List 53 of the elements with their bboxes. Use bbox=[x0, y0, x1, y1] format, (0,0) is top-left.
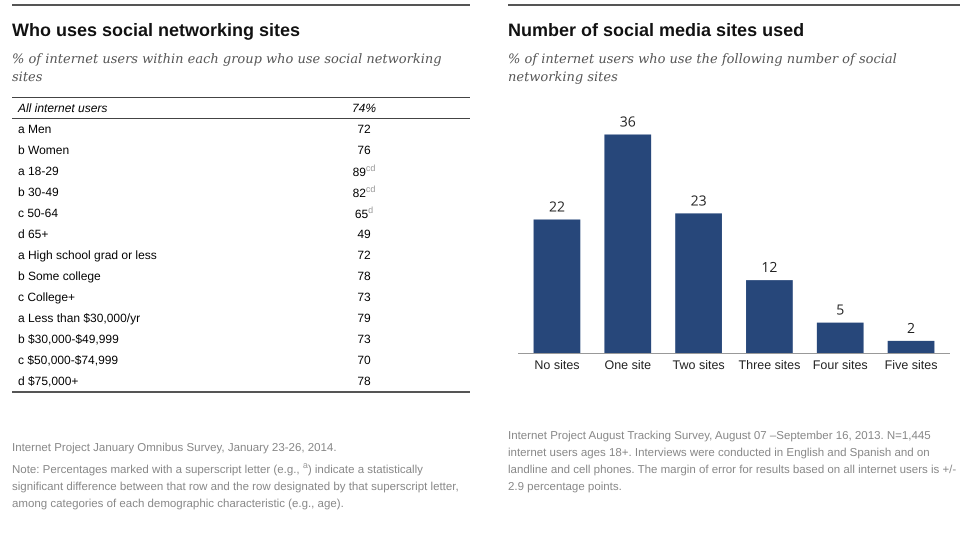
category-label: d 65+ bbox=[17, 226, 50, 243]
text: 76 bbox=[357, 143, 371, 157]
bar bbox=[816, 322, 864, 353]
category-label: All internet users bbox=[12, 98, 258, 118]
category-label: b $30,000-$49,999 bbox=[17, 331, 120, 348]
text: 79 bbox=[357, 311, 371, 325]
chart-title: Number of social media sites used bbox=[508, 20, 806, 41]
category-label: d $75,000+ bbox=[17, 372, 80, 390]
text: 78 bbox=[357, 269, 371, 283]
text: 65$^{d}$ bbox=[354, 205, 374, 221]
data-label: 12 bbox=[761, 258, 778, 278]
bar bbox=[534, 219, 580, 353]
category-label: c $50,000-$74,999 bbox=[17, 352, 120, 369]
data-label: 22 bbox=[548, 197, 565, 216]
text: 72 bbox=[357, 248, 371, 262]
category-label: b 30-49 bbox=[17, 184, 60, 201]
bar bbox=[604, 134, 652, 353]
x-tick-label: Two sites bbox=[672, 358, 725, 372]
x-tick-label: Five sites bbox=[884, 358, 938, 372]
text: 78 bbox=[357, 374, 371, 388]
data-label: 2 bbox=[907, 318, 916, 338]
text: 74% bbox=[352, 101, 376, 115]
data-label: 5 bbox=[836, 300, 844, 320]
category-label: b Some college bbox=[17, 268, 102, 285]
text: 73 bbox=[357, 332, 371, 346]
category-label: a High school grad or less bbox=[17, 247, 158, 264]
x-tick-label: One site bbox=[604, 358, 652, 372]
bar bbox=[888, 340, 934, 353]
bar bbox=[746, 280, 793, 353]
text: Who uses social networking sites bbox=[12, 20, 302, 41]
category-label: c 50-64 bbox=[17, 205, 60, 222]
bar bbox=[675, 213, 722, 353]
text: 73 bbox=[357, 290, 371, 304]
x-tick-label: Three sites bbox=[738, 358, 800, 372]
text: 89$^{cd}$ bbox=[352, 163, 376, 179]
text: Note: Percentages marked with a superscript letter (e.g., $^{a}$) indicate a statistically significant difference between that row and the row designated by that superscript letter, among categories of each demographic characteristic (e.g., age). bbox=[12, 459, 460, 512]
x-tick-label: Four sites bbox=[812, 358, 868, 372]
category-label: a Less than $30,000/yr bbox=[17, 310, 142, 327]
category-label: a 18-29 bbox=[17, 163, 60, 180]
chart-subtitle: % of internet users who use the following number of social networking sites bbox=[508, 51, 898, 87]
data-label: 36 bbox=[620, 112, 636, 132]
x-tick-label: No sites bbox=[534, 358, 580, 372]
category-label: a Men bbox=[17, 121, 52, 138]
text: 70 bbox=[357, 353, 371, 367]
text: 72 bbox=[357, 122, 371, 136]
text: % of internet users within each group who use social networking sites bbox=[12, 51, 443, 87]
category-label: c College+ bbox=[17, 289, 76, 306]
text: Internet Project August Tracking Survey, August 07 –September 16, 2013. N=1,445 internet users ages 18+. Interviews were conducted in English and Spanish and on landline and cell phones. The margin of error for results based on all internet users is +/- 2.9 percentage points. bbox=[508, 429, 958, 495]
text: 49 bbox=[357, 227, 371, 241]
text: Internet Project January Omnibus Survey, January 23-26, 2014. bbox=[12, 441, 338, 456]
category-label: b Women bbox=[17, 142, 70, 159]
data-label: 23 bbox=[690, 191, 707, 210]
text: 82$^{cd}$ bbox=[352, 184, 376, 200]
